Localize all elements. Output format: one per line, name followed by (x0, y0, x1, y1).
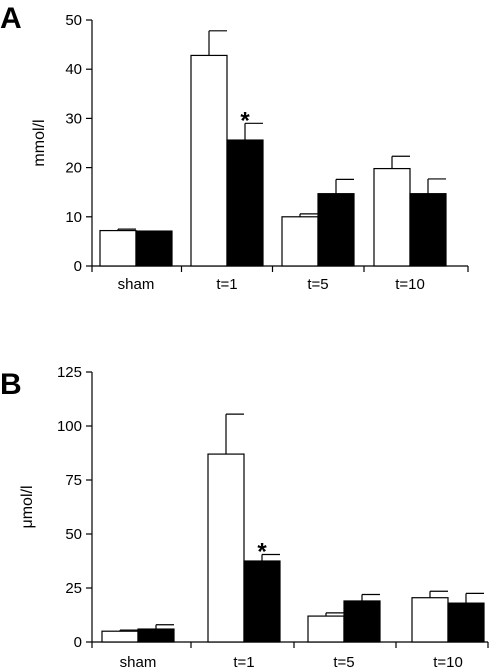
bar-b-s0-1 (207, 453, 245, 643)
chart-panel-a: A 0 10 20 30 40 50 mmol/l sham t=1 t=5 t=10 * (0, 2, 469, 293)
bar-b-s0-2 (307, 615, 345, 643)
y-tick-label: 50 (65, 526, 82, 543)
bar-a-s0-2 (281, 216, 319, 267)
y-axis-label: mmol/l (31, 119, 48, 166)
bar-b-s1-0 (137, 628, 175, 643)
y-tick-label: 0 (74, 258, 82, 275)
y-axis-label: μmol/l (19, 486, 36, 529)
bar-b-s1-3 (447, 602, 485, 643)
category-label: t=5 (307, 276, 328, 293)
bar-b-s0-0 (101, 630, 139, 643)
bar-a-s1-3 (409, 193, 447, 267)
category-label: t=10 (395, 276, 425, 293)
category-label: t=1 (216, 276, 237, 293)
y-tick-label: 100 (57, 418, 82, 435)
bar-a-s1-0 (135, 230, 173, 267)
bar-b-s1-2 (343, 600, 381, 643)
y-tick-label: 125 (57, 364, 82, 381)
category-label: t=5 (333, 654, 354, 670)
bar-a-s1-2 (317, 193, 355, 267)
y-tick-label: 30 (65, 110, 82, 127)
y-tick-label: 75 (65, 472, 82, 489)
panel-label: B (0, 368, 22, 401)
category-label: t=10 (433, 654, 463, 670)
bar-a-s0-0 (99, 229, 137, 267)
y-tick-label: 10 (65, 209, 82, 226)
category-label: sham (120, 654, 157, 670)
y-tick-label: 50 (65, 12, 82, 29)
y-tick-label: 25 (65, 580, 82, 597)
category-label: sham (118, 276, 155, 293)
y-tick-label: 20 (65, 160, 82, 177)
category-label: t=1 (233, 654, 254, 670)
bar-b-s0-3 (411, 597, 449, 643)
panel-label: A (0, 2, 22, 35)
significance-star: * (240, 107, 250, 134)
significance-star: * (257, 539, 267, 566)
bar-a-s0-3 (373, 167, 411, 267)
chart-panel-b: B 0 25 50 75 100 125 μmol/l sham t=1 t=5 t=10 * (0, 364, 489, 670)
y-tick-label: 0 (74, 634, 82, 651)
bar-b-s1-1 (243, 560, 281, 643)
bar-a-s1-1 (226, 139, 264, 267)
y-tick-label: 40 (65, 61, 82, 78)
bar-a-s0-1 (190, 54, 228, 267)
